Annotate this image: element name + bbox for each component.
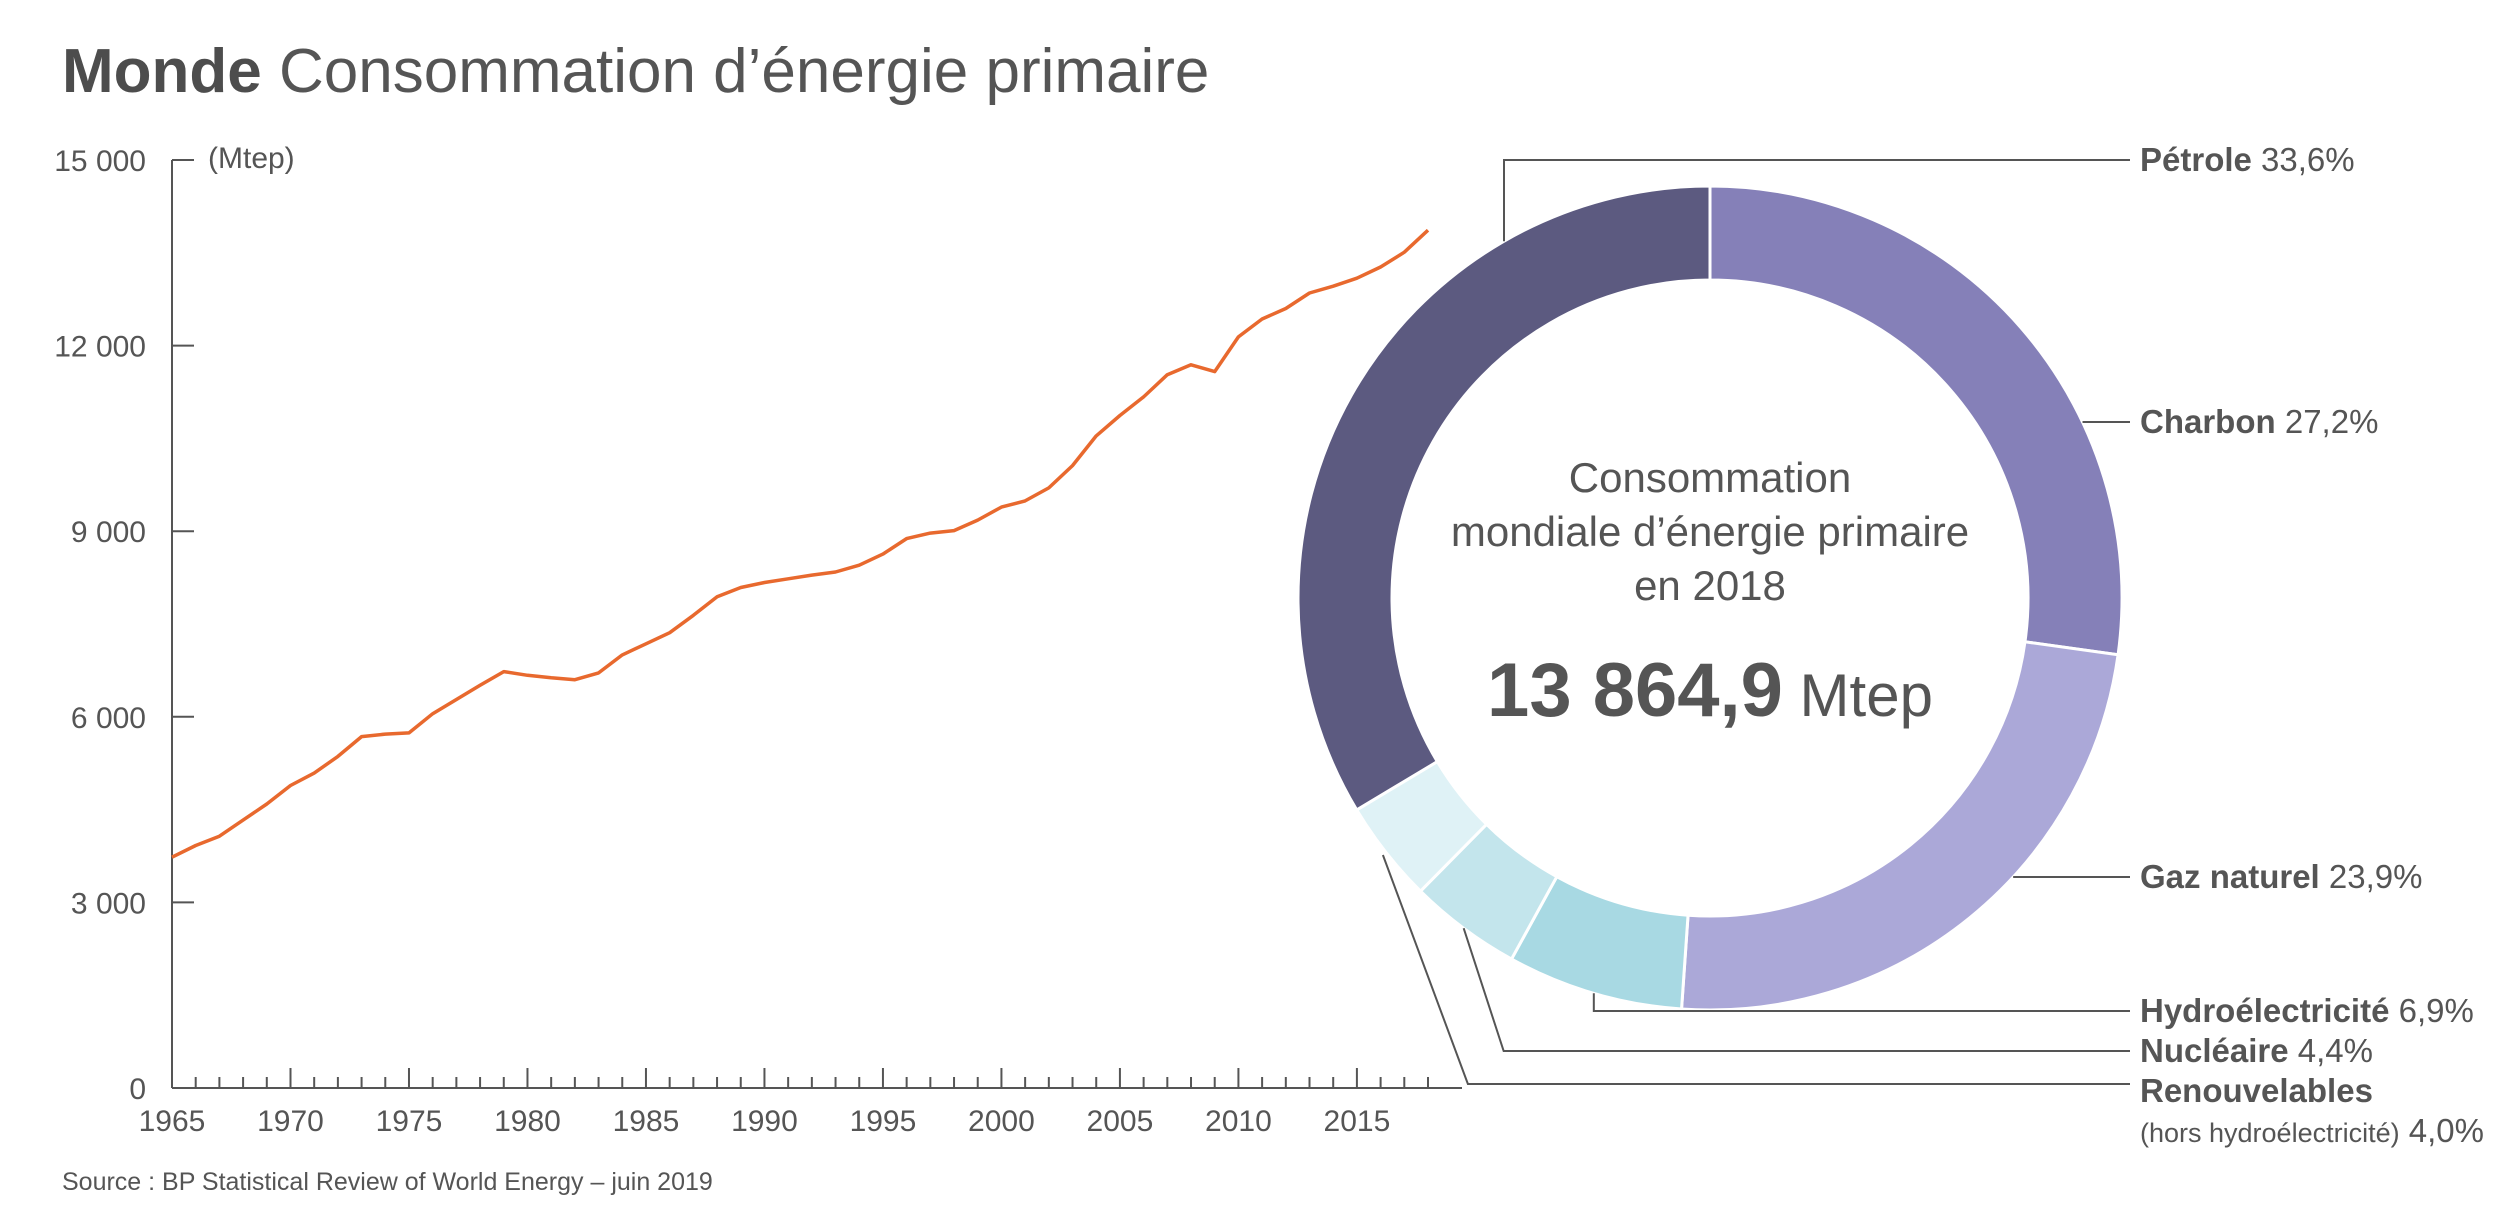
donut-center-line: Consommation	[1569, 454, 1851, 501]
legend-value: 4,0%	[2400, 1112, 2484, 1149]
chart-title-bold: Monde	[62, 37, 262, 106]
leader-renouvelables	[1381, 854, 2130, 1085]
source-note: Source : BP Statistical Review of World …	[62, 1168, 713, 1196]
legend-name: Gaz naturel	[2140, 858, 2320, 895]
y-tick-label: 12 000	[54, 331, 146, 364]
legend-gaz: Gaz naturel 23,9%	[2140, 858, 2422, 895]
y-tick-label: 3 000	[71, 887, 146, 920]
legend-name: Charbon	[2140, 403, 2276, 440]
x-tick-label: 1980	[494, 1105, 561, 1138]
legend-value: 4,4%	[2289, 1032, 2373, 1069]
y-tick-label: 15 000	[54, 145, 146, 178]
donut-total-value: 13 864,9	[1487, 648, 1783, 733]
legend-value: 27,2%	[2276, 403, 2379, 440]
legend-petrole: Pétrole 33,6%	[2140, 141, 2355, 178]
slice-petrole	[1296, 184, 1712, 813]
donut-total-unit: Mtep	[1783, 662, 1933, 729]
slice-charbon	[1708, 184, 2124, 657]
x-tick-label: 2005	[1087, 1105, 1154, 1138]
chart-title: Monde Consommation d’énergie primaire	[62, 36, 1209, 107]
donut-total: 13 864,9 Mtep	[1487, 648, 1933, 733]
legend-name: Nucléaire	[2140, 1032, 2289, 1069]
legend-note: (hors hydroélectricité)	[2140, 1118, 2400, 1148]
series-line	[171, 228, 1430, 859]
legend-charbon: Charbon 27,2%	[2140, 403, 2378, 440]
legend-value: 23,9%	[2320, 858, 2423, 895]
line-chart: 0 3 000 6 000 9 000 12 000 15 000 (Mtep) 1965 19…	[54, 142, 1462, 1138]
x-tick-label: 2010	[1205, 1105, 1272, 1138]
x-tick-label: 2015	[1324, 1105, 1391, 1138]
legend-name: Hydroélectricité	[2140, 992, 2389, 1029]
chart-title-light: Consommation d’énergie primaire	[278, 37, 1210, 106]
x-tick-label: 2000	[968, 1105, 1035, 1138]
legend-name: Renouvelables	[2140, 1072, 2373, 1109]
donut-background	[1296, 184, 2124, 1012]
legend-name: Pétrole	[2140, 141, 2252, 178]
legend-renouvelables: Renouvelables	[2140, 1072, 2373, 1109]
x-tick-label: 1975	[376, 1105, 443, 1138]
legend-value: 33,6%	[2252, 141, 2355, 178]
y-tick-label: 9 000	[71, 516, 146, 549]
y-axis-unit-label: (Mtep)	[208, 142, 295, 175]
legend-hydro: Hydroélectricité 6,9%	[2140, 992, 2474, 1029]
x-tick-label: 1965	[139, 1105, 206, 1138]
leader-hydro	[1592, 993, 2130, 1012]
legend-value: 6,9%	[2389, 992, 2473, 1029]
x-tick-label: 1985	[613, 1105, 680, 1138]
donut-center-line: mondiale d’énergie primaire	[1451, 508, 1969, 555]
x-tick-label: 1970	[257, 1105, 324, 1138]
x-tick-label: 1995	[850, 1105, 917, 1138]
x-tick-label: 1990	[731, 1105, 798, 1138]
legend-renouvelables-sub: (hors hydroélectricité) 4,0%	[2140, 1112, 2484, 1149]
leader-petrole	[1503, 159, 2130, 242]
donut-center-line: en 2018	[1634, 562, 1786, 609]
y-tick-label: 6 000	[71, 702, 146, 735]
legend-nucleaire: Nucléaire 4,4%	[2140, 1032, 2373, 1069]
leader-nucleaire	[1462, 927, 2130, 1052]
donut-chart: Pétrole 33,6% Charbon 27,2% Gaz naturel 23…	[1296, 141, 2484, 1149]
y-tick-label: 0	[129, 1073, 146, 1106]
